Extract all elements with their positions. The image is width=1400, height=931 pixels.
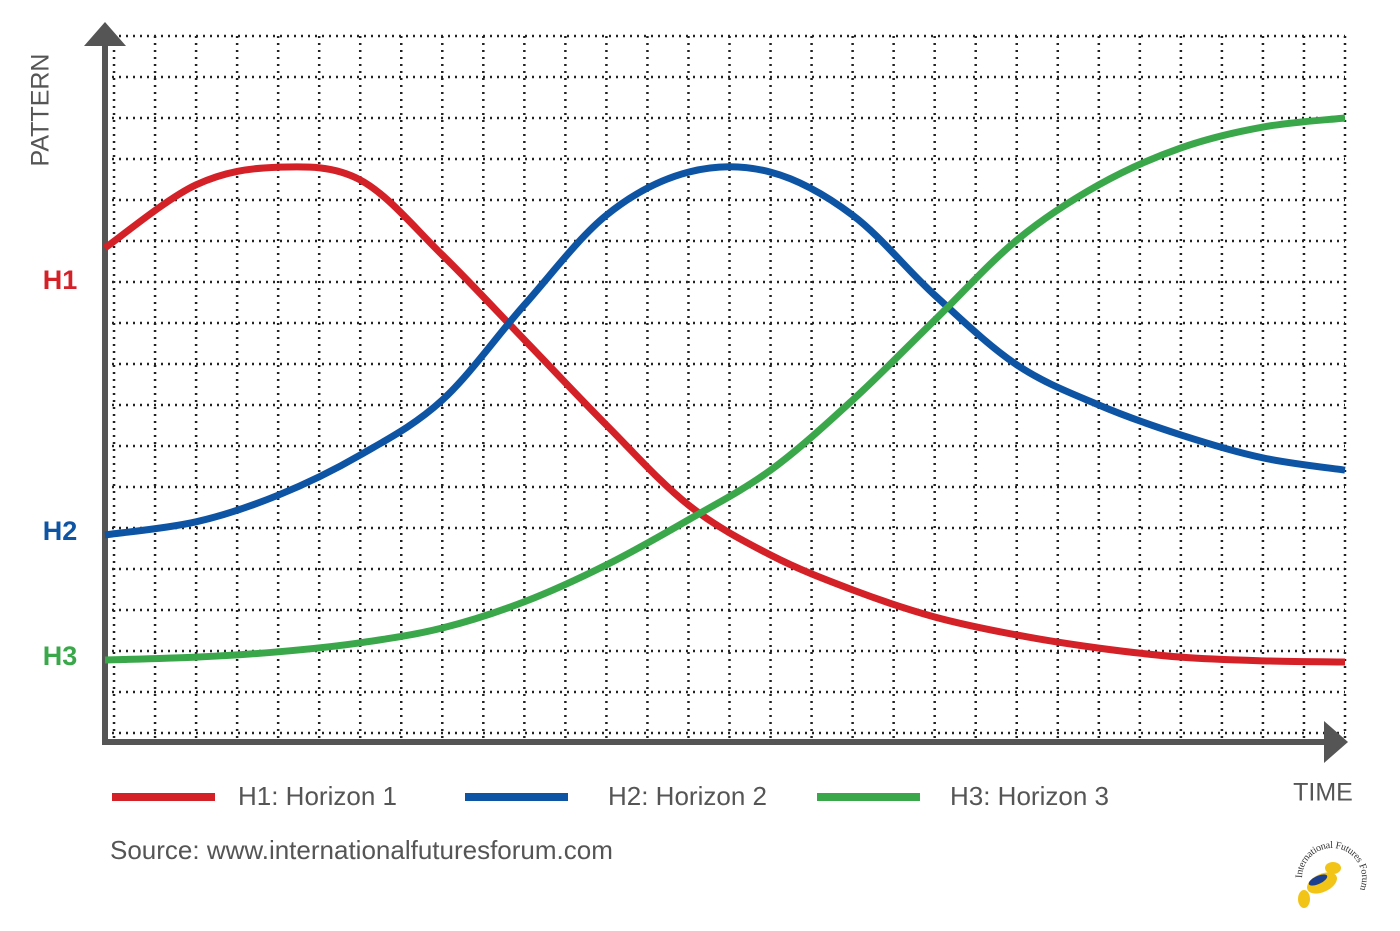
logo-emblem <box>1325 862 1341 874</box>
y-axis-arrow <box>84 22 126 46</box>
series-line <box>104 114 1346 664</box>
y-tick-label: H3 <box>43 641 78 671</box>
logo: International Futures Forum <box>1294 840 1370 908</box>
legend-label: H3: Horizon 3 <box>950 781 1109 811</box>
x-axis-label: TIME <box>1293 779 1353 807</box>
y-tick-label: H1 <box>43 265 78 295</box>
logo-emblem <box>1298 890 1310 908</box>
y-axis-label: PATTERN <box>27 54 55 167</box>
legend-label: H2: Horizon 2 <box>608 781 767 811</box>
series-line <box>102 163 1346 666</box>
x-axis-arrow <box>1324 721 1348 763</box>
series-line <box>104 163 1346 539</box>
y-tick-label: H2 <box>43 516 78 546</box>
logo-emblem <box>1308 874 1328 886</box>
source: Source: www.internationalfuturesforum.co… <box>110 835 613 865</box>
legend-label: H1: Horizon 1 <box>238 781 397 811</box>
